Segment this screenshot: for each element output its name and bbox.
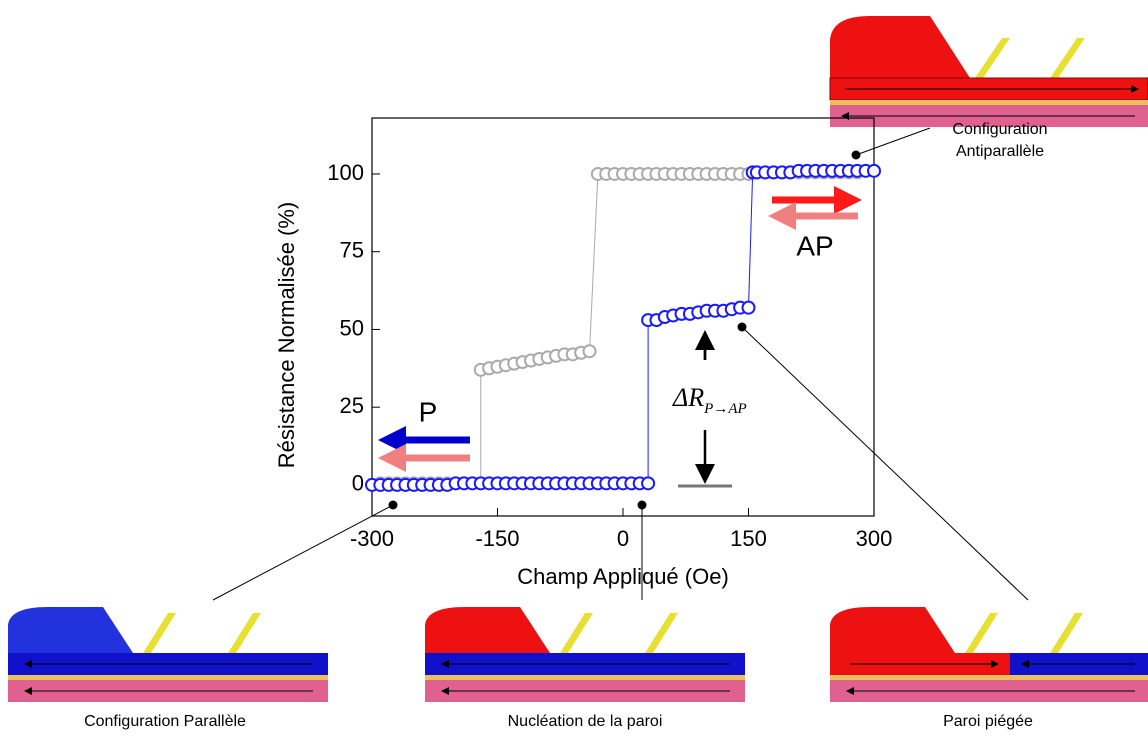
x-tick-label: -150 <box>475 526 519 551</box>
x-tick-label: 150 <box>730 526 767 551</box>
data-point <box>641 476 656 491</box>
x-axis-label: Champ Appliqué (Oe) <box>517 564 729 589</box>
caption-parallel: Configuration Parallèle <box>84 713 246 730</box>
caption-pinned: Paroi piégée <box>943 713 1033 730</box>
pointers <box>212 127 1029 601</box>
schematic-parallel <box>8 607 328 702</box>
y-tick-label: 25 <box>340 393 364 418</box>
schematic-nucleation <box>425 607 745 702</box>
plot-area: -300 -150 0 150 300 0 25 50 75 100 Champ Appliqué … <box>274 117 893 589</box>
data-point <box>582 344 597 359</box>
y-tick-label: 0 <box>352 471 364 496</box>
y-tick-label: 50 <box>340 315 364 340</box>
data-point <box>741 300 756 315</box>
x-tick-label: -300 <box>350 526 394 551</box>
delta-r-label: ΔRP→AP <box>672 383 747 417</box>
delta-r-main: ΔR <box>672 383 704 412</box>
y-axis-label: Résistance Normalisée (%) <box>274 202 299 469</box>
caption-antiparallel-1: Configuration <box>952 121 1047 138</box>
data-point <box>867 163 881 178</box>
p-label: P <box>419 396 438 427</box>
schematic-pinned <box>830 607 1148 702</box>
caption-nucleation: Nucléation de la paroi <box>508 713 663 730</box>
schematic-antiparallel <box>829 16 1148 127</box>
annotation-arrows <box>378 186 862 488</box>
caption-antiparallel-2: Antiparallèle <box>956 143 1044 160</box>
y-tick-label: 100 <box>327 160 364 185</box>
x-tick-label: 0 <box>617 526 629 551</box>
y-tick-label: 75 <box>340 238 364 263</box>
x-tick-label: 300 <box>856 526 893 551</box>
delta-r-sub: P→AP <box>703 401 747 417</box>
ap-label: AP <box>796 230 833 261</box>
